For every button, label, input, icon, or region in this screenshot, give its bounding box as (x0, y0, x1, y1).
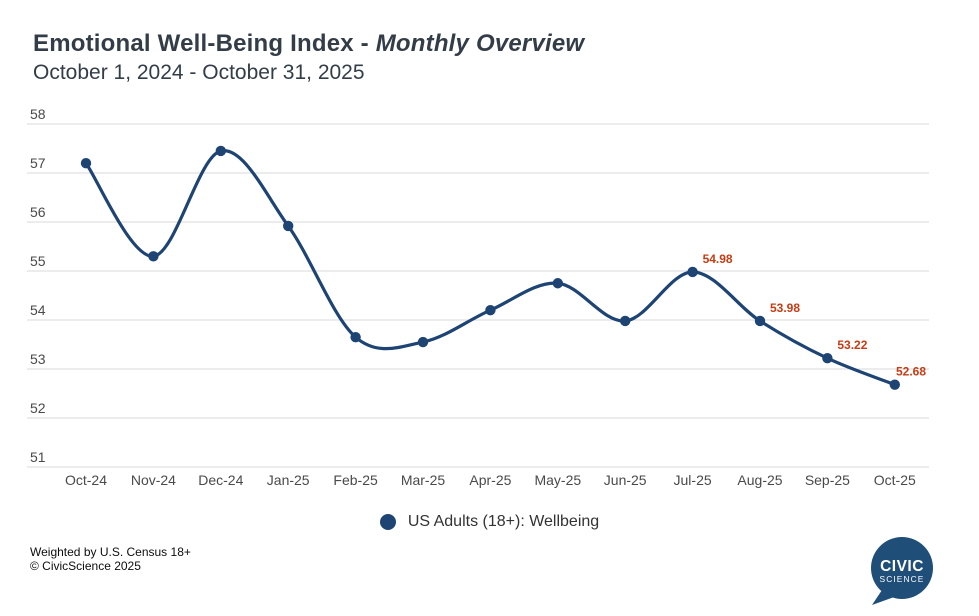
footer-notes: Weighted by U.S. Census 18+ © CivicScien… (30, 545, 191, 573)
legend: US Adults (18+): Wellbeing (0, 513, 979, 531)
data-point[interactable] (417, 336, 429, 348)
page-title: Emotional Well-Being Index - Monthly Ove… (33, 30, 584, 58)
data-point[interactable] (215, 145, 226, 157)
y-axis-label: 57 (30, 155, 46, 171)
x-axis-label: Feb-25 (333, 472, 378, 488)
data-point[interactable] (350, 331, 361, 343)
y-axis-label: 51 (30, 449, 46, 465)
data-label: 52.68 (896, 365, 926, 379)
y-axis-label: 52 (30, 400, 46, 416)
logo-text-civic: CIVIC (880, 558, 924, 575)
logo-bubble-tail (872, 590, 897, 605)
x-axis-label: Oct-24 (65, 472, 107, 488)
page-title-italic: Monthly Overview (375, 30, 585, 57)
data-label: 53.98 (770, 301, 800, 315)
x-axis-label: Nov-24 (131, 472, 176, 488)
data-point[interactable] (283, 220, 294, 232)
x-axis-label: Oct-25 (874, 472, 916, 488)
data-point[interactable] (80, 158, 92, 169)
x-axis-label: Dec-24 (198, 472, 243, 488)
x-axis-label: Sep-25 (805, 472, 850, 488)
x-axis-label: Mar-25 (401, 472, 446, 488)
y-axis-label: 54 (30, 302, 46, 318)
copyright-note: © CivicScience 2025 (30, 559, 141, 573)
y-axis-label: 58 (30, 106, 46, 122)
x-axis-label: May-25 (534, 472, 581, 488)
data-label: 54.98 (703, 252, 733, 266)
data-point[interactable] (552, 278, 563, 289)
y-axis-label: 56 (30, 204, 46, 220)
legend-item[interactable]: US Adults (18+): Wellbeing (379, 513, 600, 531)
legend-marker-icon (379, 514, 396, 530)
data-point[interactable] (485, 305, 496, 316)
page-subtitle: October 1, 2024 - October 31, 2025 (33, 61, 365, 84)
x-axis-label: Jul-25 (674, 472, 712, 488)
series-line (84, 149, 897, 387)
data-point[interactable] (148, 251, 159, 262)
data-point[interactable] (620, 315, 631, 327)
data-point[interactable] (687, 266, 698, 278)
x-axis-label: Jan-25 (267, 472, 310, 488)
weighting-note: Weighted by U.S. Census 18+ (30, 545, 191, 559)
x-axis-label: Jun-25 (604, 472, 647, 488)
legend-label: US Adults (18+): Wellbeing (407, 513, 600, 530)
data-point[interactable] (754, 315, 766, 327)
data-point[interactable] (822, 353, 833, 364)
x-axis-label: Apr-25 (469, 472, 511, 488)
logo-bubble (871, 537, 933, 599)
civicscience-logo: CIVIC SCIENCE (868, 535, 936, 607)
data-label: 53.22 (837, 338, 867, 352)
page-title-main: Emotional Well-Being Index - (33, 30, 376, 57)
logo-text-science: SCIENCE (880, 574, 925, 584)
speech-bubble-icon: CIVIC SCIENCE (871, 537, 933, 605)
y-axis-label: 53 (30, 351, 46, 367)
x-axis-label: Aug-25 (737, 472, 782, 488)
y-axis-label: 55 (30, 253, 46, 269)
data-point[interactable] (889, 379, 900, 390)
